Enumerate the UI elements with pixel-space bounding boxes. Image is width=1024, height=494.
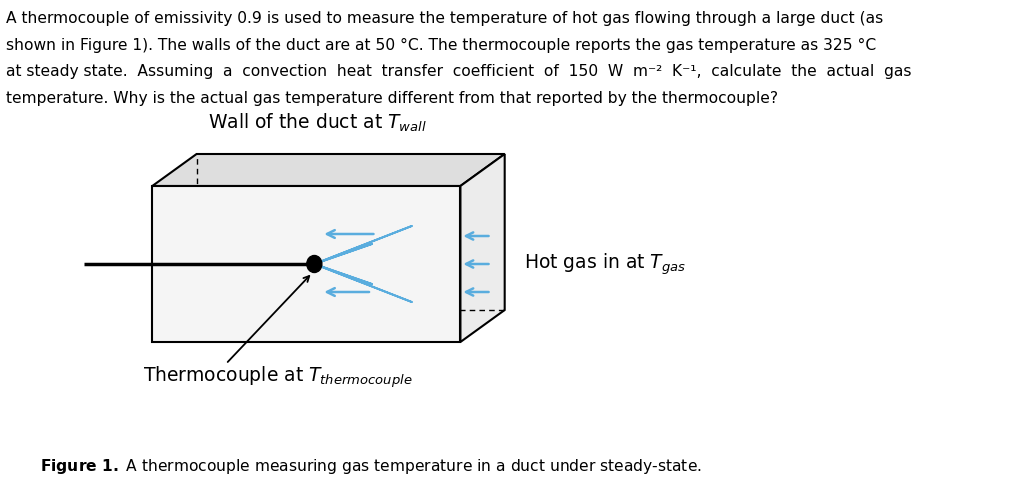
Text: Thermocouple at $T_\mathit{thermocouple}$: Thermocouple at $T_\mathit{thermocouple}… [143, 364, 413, 389]
Polygon shape [153, 154, 505, 186]
Text: temperature. Why is the actual gas temperature different from that reported by t: temperature. Why is the actual gas tempe… [6, 90, 778, 106]
Polygon shape [461, 154, 505, 342]
Polygon shape [153, 186, 461, 342]
Text: at steady state.  Assuming  a  convection  heat  transfer  coefficient  of  150 : at steady state. Assuming a convection h… [6, 64, 911, 79]
Text: Hot gas in at $T_\mathit{gas}$: Hot gas in at $T_\mathit{gas}$ [524, 251, 686, 277]
Text: $\mathbf{Figure\ 1.}$ A thermocouple measuring gas temperature in a duct under s: $\mathbf{Figure\ 1.}$ A thermocouple mea… [40, 457, 701, 476]
Text: shown in Figure 1). The walls of the duct are at 50 °C. The thermocouple reports: shown in Figure 1). The walls of the duc… [6, 38, 877, 52]
Text: A thermocouple of emissivity 0.9 is used to measure the temperature of hot gas f: A thermocouple of emissivity 0.9 is used… [6, 11, 884, 26]
Circle shape [307, 255, 322, 273]
Text: Wall of the duct at $T_\mathit{wall}$: Wall of the duct at $T_\mathit{wall}$ [208, 112, 427, 134]
